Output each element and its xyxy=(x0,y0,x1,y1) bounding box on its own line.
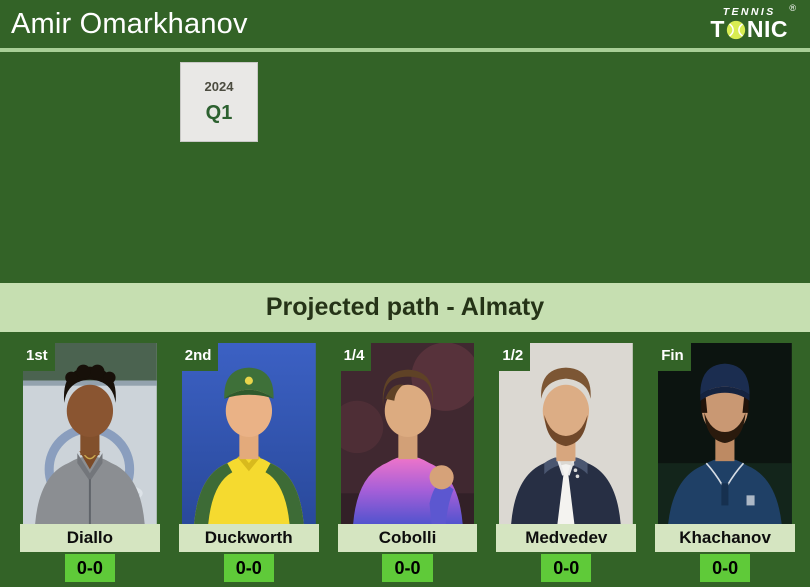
player-record: 0-0 xyxy=(700,554,751,582)
tennis-ball-icon xyxy=(726,20,746,40)
round-stage-label: 1/4 xyxy=(337,343,372,371)
section-title-band: Projected path - Almaty xyxy=(0,283,810,332)
player-photo: Fin xyxy=(655,343,792,524)
player-card-duckworth[interactable]: 2nd Duckworth 0-0 xyxy=(178,343,319,582)
player-record: 0-0 xyxy=(541,554,592,582)
logo-letter-t: T xyxy=(710,16,725,43)
player-record: 0-0 xyxy=(223,554,274,582)
registered-mark: ® xyxy=(789,2,796,13)
page-title: Amir Omarkhanov xyxy=(11,7,248,40)
player-name: Diallo xyxy=(20,524,160,552)
player-name: Khachanov xyxy=(655,524,795,552)
logo-tennis-text: TENNIS xyxy=(722,5,776,18)
logo-letters-nic: NIC xyxy=(746,16,788,43)
photo-cobolli-illustration xyxy=(340,343,475,524)
photo-duckworth-illustration xyxy=(181,343,316,524)
player-photo: 1st xyxy=(20,343,157,524)
qualifying-year: 2024 xyxy=(204,79,234,94)
tennis-tonic-logo[interactable]: TENNIS T NIC ® xyxy=(710,2,796,42)
photo-diallo-illustration xyxy=(23,343,157,524)
player-name: Duckworth xyxy=(178,524,319,552)
round-stage-label: 1/2 xyxy=(496,343,531,371)
player-name: Medvedev xyxy=(496,524,637,552)
player-photo: 1/4 xyxy=(337,343,475,524)
projected-path-cards: 1st Diallo 0-0 xyxy=(0,343,810,582)
player-card-diallo[interactable]: 1st Diallo 0-0 xyxy=(20,343,160,582)
photo-khachanov-illustration xyxy=(658,343,792,524)
player-card-medvedev[interactable]: 1/2 Medvedev 0-0 xyxy=(496,343,637,582)
round-stage-label: Fin xyxy=(655,343,691,371)
player-card-khachanov[interactable]: Fin Khachanov 0-0 xyxy=(655,343,795,582)
player-record: 0-0 xyxy=(64,554,115,582)
qualifying-round: Q1 xyxy=(205,102,233,124)
round-stage-label: 1st xyxy=(20,343,55,371)
player-card-cobolli[interactable]: 1/4 Cobolli 0-0 xyxy=(337,343,478,582)
player-photo: 1/2 xyxy=(496,343,634,524)
logo-tonic-text: T NIC xyxy=(710,18,788,41)
header: Amir Omarkhanov TENNIS T NIC ® xyxy=(0,0,810,52)
player-photo: 2nd xyxy=(178,343,316,524)
section-title: Projected path - Almaty xyxy=(265,293,545,321)
qualifying-round-box: 2024 Q1 xyxy=(180,62,258,142)
photo-medvedev-illustration xyxy=(499,343,634,524)
round-stage-label: 2nd xyxy=(178,343,219,371)
player-name: Cobolli xyxy=(337,524,478,552)
player-record: 0-0 xyxy=(382,554,433,582)
